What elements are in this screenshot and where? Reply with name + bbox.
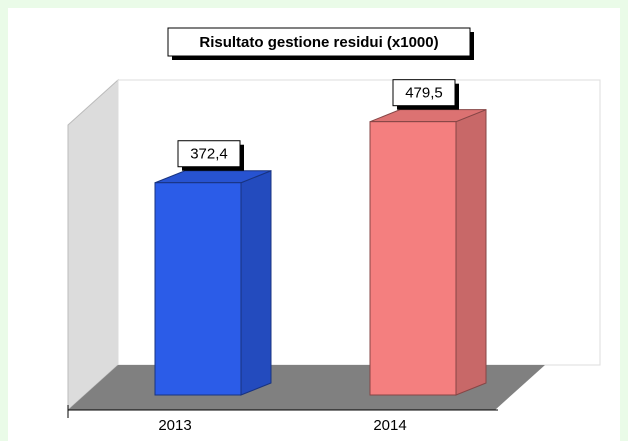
x-tick-label: 2014 [373,417,406,434]
x-tick-label: 2013 [158,417,191,434]
bar [154,169,272,396]
bar-side [455,108,487,396]
value-label: 372,4 [190,146,228,163]
value-label: 479,5 [405,85,443,102]
title-box [167,27,471,57]
bar [369,108,487,396]
bar-front [369,121,457,396]
bar-front [154,182,242,396]
left-wall [67,78,119,412]
chart-title: Risultato gestione residui (x1000) [199,34,438,51]
value-label-box [177,140,241,168]
bar-side [240,169,272,396]
value-label-box [392,79,456,107]
